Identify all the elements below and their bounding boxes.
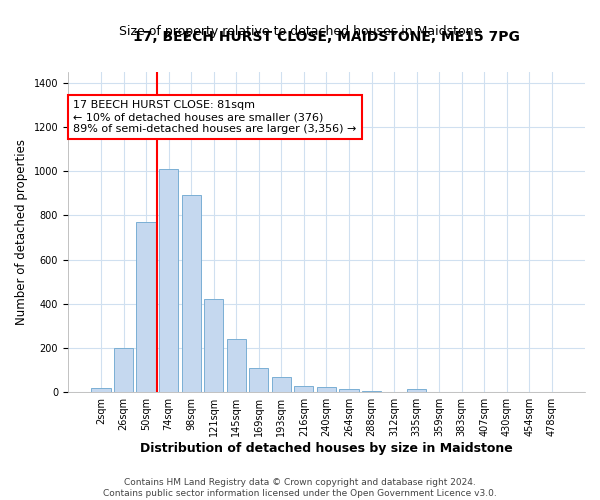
Bar: [249, 368, 268, 392]
Bar: [159, 169, 178, 392]
Text: 17 BEECH HURST CLOSE: 81sqm
← 10% of detached houses are smaller (376)
89% of se: 17 BEECH HURST CLOSE: 81sqm ← 10% of det…: [73, 100, 356, 134]
X-axis label: Distribution of detached houses by size in Maidstone: Distribution of detached houses by size …: [140, 442, 513, 455]
Bar: [295, 386, 313, 392]
Y-axis label: Number of detached properties: Number of detached properties: [15, 139, 28, 325]
Bar: [114, 348, 133, 393]
Bar: [272, 377, 291, 392]
Title: 17, BEECH HURST CLOSE, MAIDSTONE, ME15 7PG: 17, BEECH HURST CLOSE, MAIDSTONE, ME15 7…: [133, 30, 520, 44]
Bar: [91, 388, 110, 392]
Bar: [227, 339, 246, 392]
Bar: [407, 390, 426, 392]
Bar: [182, 196, 201, 392]
Bar: [340, 390, 359, 392]
Bar: [204, 300, 223, 392]
Bar: [362, 390, 381, 392]
Bar: [136, 222, 155, 392]
Text: Contains HM Land Registry data © Crown copyright and database right 2024.
Contai: Contains HM Land Registry data © Crown c…: [103, 478, 497, 498]
Bar: [317, 388, 336, 392]
Text: Size of property relative to detached houses in Maidstone: Size of property relative to detached ho…: [119, 24, 481, 38]
